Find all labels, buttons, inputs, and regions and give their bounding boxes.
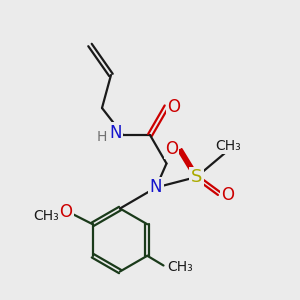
Text: H: H bbox=[97, 130, 107, 144]
Text: O: O bbox=[59, 203, 73, 221]
Text: S: S bbox=[191, 168, 202, 186]
Text: N: N bbox=[150, 178, 162, 196]
Text: CH₃: CH₃ bbox=[34, 209, 59, 223]
Text: O: O bbox=[167, 98, 181, 116]
Text: CH₃: CH₃ bbox=[215, 139, 241, 152]
Text: O: O bbox=[165, 140, 178, 158]
Text: CH₃: CH₃ bbox=[167, 260, 193, 274]
Text: N: N bbox=[109, 124, 122, 142]
Text: O: O bbox=[221, 186, 234, 204]
